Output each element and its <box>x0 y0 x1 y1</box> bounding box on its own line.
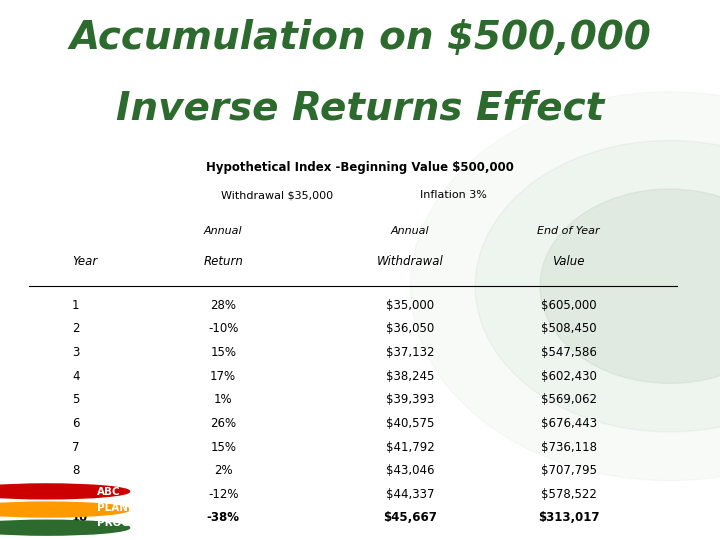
Text: $37,132: $37,132 <box>386 346 435 359</box>
Text: $36,050: $36,050 <box>386 322 435 335</box>
Text: 17%: 17% <box>210 369 236 382</box>
Text: PROCESS: PROCESS <box>97 518 150 528</box>
Text: $736,118: $736,118 <box>541 441 597 454</box>
Text: 4: 4 <box>72 369 79 382</box>
Text: Inflation 3%: Inflation 3% <box>420 190 487 200</box>
Circle shape <box>0 484 130 499</box>
Text: $38,245: $38,245 <box>386 369 435 382</box>
Text: 9: 9 <box>72 488 79 501</box>
Text: 31: 31 <box>671 503 698 522</box>
Text: $578,522: $578,522 <box>541 488 597 501</box>
Circle shape <box>475 140 720 432</box>
Text: $313,017: $313,017 <box>538 511 600 524</box>
Text: $602,430: $602,430 <box>541 369 597 382</box>
Text: Value: Value <box>552 255 585 268</box>
Circle shape <box>0 502 130 517</box>
Text: $39,393: $39,393 <box>386 393 435 406</box>
Text: $43,046: $43,046 <box>386 464 435 477</box>
Text: 26%: 26% <box>210 417 236 430</box>
Text: Withdrawal: Withdrawal <box>377 255 444 268</box>
Text: 15%: 15% <box>210 346 236 359</box>
Text: $605,000: $605,000 <box>541 299 597 312</box>
Text: PLANNING: PLANNING <box>97 503 158 512</box>
Text: 8: 8 <box>72 464 79 477</box>
Text: 1%: 1% <box>214 393 233 406</box>
Text: -10%: -10% <box>208 322 238 335</box>
Text: 1: 1 <box>72 299 79 312</box>
Text: Accumulation on $500,000: Accumulation on $500,000 <box>69 19 651 57</box>
Text: 10: 10 <box>72 511 89 524</box>
Text: $40,575: $40,575 <box>386 417 435 430</box>
Text: 15%: 15% <box>210 441 236 454</box>
Text: 28%: 28% <box>210 299 236 312</box>
Text: -12%: -12% <box>208 488 238 501</box>
Circle shape <box>0 520 130 535</box>
Text: $35,000: $35,000 <box>387 299 434 312</box>
Text: 3: 3 <box>72 346 79 359</box>
Text: Inverse Returns Effect: Inverse Returns Effect <box>116 90 604 128</box>
Text: 2: 2 <box>72 322 79 335</box>
Text: Return: Return <box>203 255 243 268</box>
Text: ABC: ABC <box>97 487 121 497</box>
Text: 2%: 2% <box>214 464 233 477</box>
Text: $569,062: $569,062 <box>541 393 597 406</box>
Text: $44,337: $44,337 <box>386 488 435 501</box>
Text: Annual: Annual <box>204 226 243 236</box>
Text: Hypothetical Index -Beginning Value $500,000: Hypothetical Index -Beginning Value $500… <box>206 161 514 174</box>
Text: $41,792: $41,792 <box>386 441 435 454</box>
Circle shape <box>540 189 720 383</box>
Text: 5: 5 <box>72 393 79 406</box>
Text: $45,667: $45,667 <box>384 511 437 524</box>
Text: Withdrawal $35,000: Withdrawal $35,000 <box>221 190 333 200</box>
Text: 6: 6 <box>72 417 79 430</box>
Text: Year: Year <box>72 255 97 268</box>
Text: -38%: -38% <box>207 511 240 524</box>
Text: $508,450: $508,450 <box>541 322 597 335</box>
Text: End of Year: End of Year <box>538 226 600 236</box>
Text: Annual: Annual <box>391 226 430 236</box>
Text: $547,586: $547,586 <box>541 346 597 359</box>
Text: $676,443: $676,443 <box>541 417 597 430</box>
Text: $707,795: $707,795 <box>541 464 597 477</box>
Text: 7: 7 <box>72 441 79 454</box>
